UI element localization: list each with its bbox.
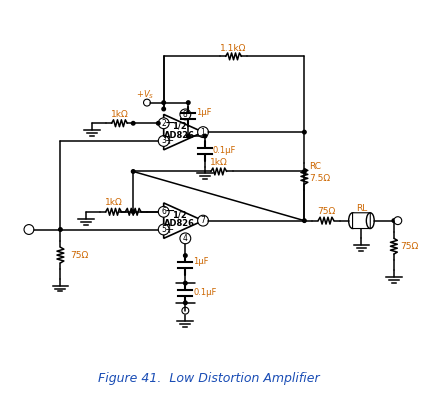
Circle shape [158, 136, 169, 146]
Text: 1.1kΩ: 1.1kΩ [220, 44, 247, 53]
Text: AD826: AD826 [164, 130, 195, 140]
Circle shape [303, 219, 306, 222]
Text: 1kΩ: 1kΩ [210, 158, 227, 167]
Circle shape [303, 170, 306, 173]
Text: RC: RC [309, 162, 321, 171]
Circle shape [158, 118, 169, 128]
Text: 2: 2 [161, 119, 166, 128]
Text: 75Ω: 75Ω [400, 242, 418, 251]
Text: 5: 5 [161, 225, 166, 234]
Text: 7: 7 [200, 216, 206, 225]
Text: 3: 3 [161, 136, 166, 146]
Text: +: + [165, 136, 174, 146]
Circle shape [162, 101, 165, 105]
Text: 7.5Ω: 7.5Ω [309, 174, 330, 183]
Text: 1kΩ: 1kΩ [111, 110, 128, 119]
Circle shape [131, 170, 135, 173]
Circle shape [158, 224, 169, 235]
Circle shape [184, 281, 187, 285]
Circle shape [143, 99, 150, 106]
Text: 4: 4 [183, 234, 188, 243]
Text: 8: 8 [183, 110, 188, 119]
Text: 1: 1 [201, 128, 206, 136]
Text: −: − [164, 205, 175, 218]
Circle shape [392, 219, 396, 222]
Circle shape [24, 225, 34, 235]
Circle shape [187, 134, 190, 138]
Circle shape [197, 127, 208, 138]
Text: −: − [164, 117, 175, 130]
Text: 1μF: 1μF [193, 257, 209, 266]
Circle shape [197, 215, 208, 226]
Circle shape [182, 307, 189, 314]
Circle shape [184, 301, 187, 304]
Circle shape [59, 228, 62, 231]
Text: 1kΩ: 1kΩ [105, 198, 122, 207]
Text: 6: 6 [161, 207, 166, 216]
Circle shape [180, 109, 191, 120]
Circle shape [394, 217, 402, 225]
Text: 0.1μF: 0.1μF [213, 146, 236, 155]
Circle shape [180, 233, 191, 244]
Text: 1μF: 1μF [196, 108, 212, 117]
Text: RL: RL [356, 204, 367, 213]
FancyBboxPatch shape [352, 213, 370, 229]
Circle shape [162, 107, 165, 111]
Text: 1/2: 1/2 [172, 122, 187, 131]
Text: 75Ω: 75Ω [317, 207, 335, 216]
Circle shape [158, 206, 169, 217]
Circle shape [131, 210, 135, 213]
Circle shape [203, 134, 207, 138]
Text: 0.1μF: 0.1μF [193, 288, 216, 297]
Circle shape [187, 101, 190, 105]
Text: +: + [165, 225, 174, 235]
Text: Figure 41.  Low Distortion Amplifier: Figure 41. Low Distortion Amplifier [98, 371, 320, 385]
Text: 75Ω: 75Ω [70, 251, 89, 260]
Circle shape [157, 121, 160, 125]
Circle shape [131, 121, 135, 125]
Circle shape [184, 254, 187, 257]
Text: $+V_S$: $+V_S$ [136, 89, 154, 101]
Text: 1/2: 1/2 [172, 210, 187, 219]
Circle shape [303, 130, 306, 134]
Text: AD826: AD826 [164, 219, 195, 228]
